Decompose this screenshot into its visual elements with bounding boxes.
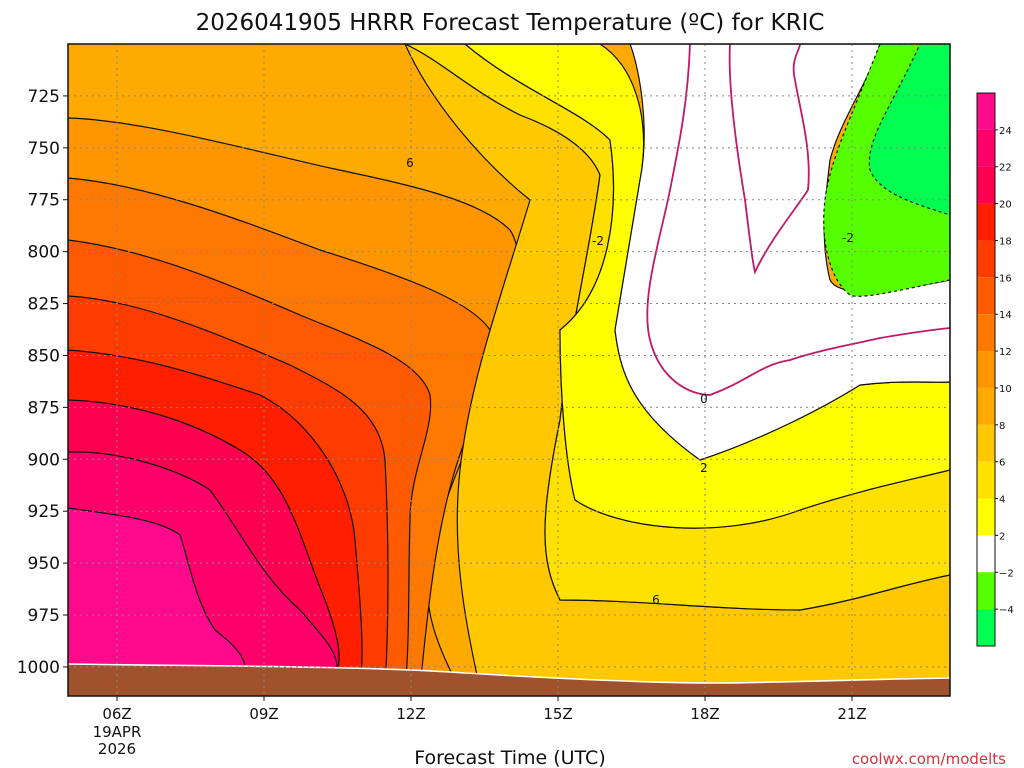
colorbar-swatch	[977, 166, 995, 204]
contour-labels: 6 0 2 6 -2 -2	[406, 156, 854, 607]
colorbar-label: 6	[999, 458, 1005, 469]
credit-link[interactable]: coolwx.com/modelts	[852, 750, 1006, 768]
x-tick-label: 15Z	[543, 705, 572, 723]
plot-frame	[67, 43, 951, 697]
y-tick-label: 925	[28, 502, 60, 522]
y-tick-label: 750	[28, 139, 60, 159]
colorbar-label: 16	[999, 273, 1012, 284]
colorbar-label: 4	[999, 495, 1005, 506]
zero-isotherm-line	[646, 44, 950, 396]
colorbar-frame	[976, 92, 996, 647]
y-axis: 725 750 775 800 825 850 875 900 925 950 975 1000	[17, 87, 68, 678]
colorbar-label: 20	[999, 200, 1012, 211]
colorbar-label: 22	[999, 163, 1012, 174]
y-tick-label: 725	[28, 87, 60, 107]
x-axis-title: Forecast Time (UTC)	[414, 747, 605, 768]
x-tick-sublabel: 19APR	[93, 723, 142, 741]
y-tick-label: 800	[28, 243, 60, 263]
contour-label: -2	[842, 231, 854, 245]
colorbar-swatch	[977, 572, 995, 610]
band-neg4	[868, 44, 950, 216]
colorbar-label: 14	[999, 310, 1012, 321]
colorbar-label: 24	[999, 126, 1012, 137]
x-tick-label: 18Z	[690, 705, 719, 723]
colorbar-swatch	[977, 93, 995, 130]
y-tick-label: 875	[28, 398, 60, 418]
colorbar-swatch	[977, 498, 995, 536]
chart-title: 2026041905 HRRR Forecast Temperature (ºC…	[196, 10, 825, 36]
colorbar-swatch	[977, 314, 995, 352]
x-tick-label: 12Z	[396, 705, 425, 723]
y-tick-label: 950	[28, 554, 60, 574]
y-tick-label: 850	[28, 346, 60, 366]
colorbar-label: −4	[999, 605, 1014, 616]
colorbar-swatch	[977, 277, 995, 315]
colorbar-swatch	[977, 387, 995, 425]
x-tick-label: 06Z	[102, 705, 131, 723]
colorbar-swatch	[977, 461, 995, 499]
ground	[68, 664, 950, 696]
colorbar-swatch	[977, 129, 995, 167]
colorbar-label: 8	[999, 421, 1005, 432]
colorbar-swatch	[977, 609, 995, 646]
colorbar: 24 22 20 18 16 14 12 10 8 6 4 2 −2 −4	[976, 92, 1014, 647]
colorbar-swatch	[977, 240, 995, 278]
colorbar-swatch	[977, 203, 995, 241]
colorbar-label: 10	[999, 384, 1012, 395]
colorbar-label: 18	[999, 236, 1012, 247]
colorbar-swatch	[977, 424, 995, 462]
colorbar-swatch	[977, 351, 995, 388]
x-tick-label: 21Z	[837, 705, 866, 723]
y-tick-label: 900	[28, 450, 60, 470]
plot-fill	[68, 44, 950, 696]
contour-label: 6	[652, 593, 660, 607]
contour-label: 2	[700, 461, 708, 475]
y-tick-label: 1000	[17, 658, 60, 678]
y-tick-label: 775	[28, 191, 60, 211]
x-tick-sublabel: 2026	[98, 740, 136, 758]
contour-label: 0	[700, 392, 708, 406]
y-tick-label: 825	[28, 295, 60, 315]
zero-isotherm-loop	[728, 44, 810, 275]
contour-label: 6	[406, 156, 414, 170]
colorbar-label: 2	[999, 531, 1005, 542]
colorbar-label: −2	[999, 568, 1014, 579]
colorbar-label: 12	[999, 347, 1012, 358]
contour-label: -2	[592, 234, 604, 248]
y-tick-label: 975	[28, 606, 60, 626]
ground-edge	[68, 663, 950, 684]
band-24	[68, 507, 247, 691]
x-tick-label: 09Z	[249, 705, 278, 723]
colorbar-swatch	[977, 535, 995, 573]
gridlines	[68, 44, 950, 696]
